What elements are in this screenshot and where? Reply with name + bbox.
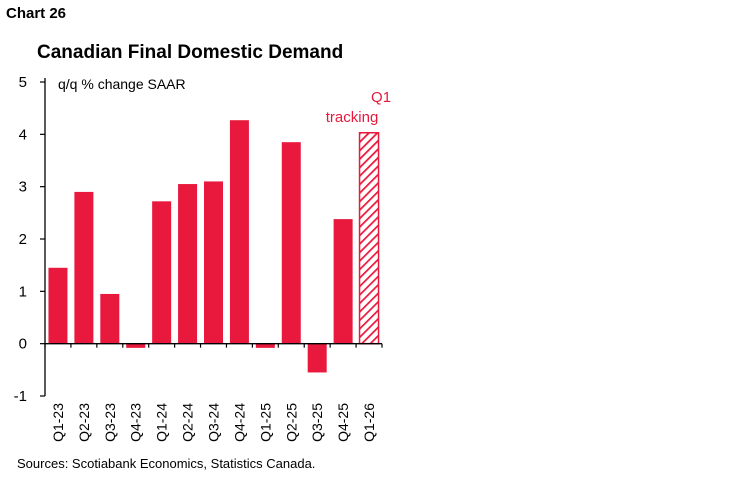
x-tick-label: Q2-24 [180, 403, 196, 442]
chart-title: Canadian Final Domestic Demand [37, 42, 344, 63]
x-tick-label: Q1-23 [50, 403, 66, 442]
x-tick-label: Q4-24 [231, 403, 247, 442]
bar-q4-25 [333, 219, 353, 344]
bar-q1-26 [358, 132, 380, 345]
y-tick-label: -1 [14, 388, 27, 405]
bar-q4-24 [229, 120, 249, 344]
x-tick-label: Q1-26 [361, 403, 377, 442]
x-tick-label: Q2-23 [76, 403, 92, 442]
bar-q1-23 [48, 267, 68, 344]
x-tick-label: Q3-24 [206, 403, 222, 442]
bar-q3-24 [204, 181, 223, 344]
x-tick-label: Q3-23 [102, 403, 118, 442]
y-tick-label: 1 [19, 283, 27, 300]
bar-q3-23 [100, 293, 120, 344]
bar-q4-23 [126, 343, 146, 348]
x-tick-label: Q4-23 [128, 403, 144, 442]
bar-q1-25 [255, 343, 275, 348]
x-tick-label: Q1-25 [257, 403, 273, 442]
y-tick-label: 2 [19, 231, 27, 248]
y-tick-label: 0 [19, 336, 27, 353]
bar-q2-23 [74, 191, 94, 344]
x-tick-label: Q3-25 [309, 403, 325, 442]
chart-number: Chart 26 [6, 5, 67, 22]
y-tick-label: 4 [19, 126, 27, 143]
y-tick-label: 5 [19, 74, 27, 91]
bar-q3-25 [307, 343, 327, 373]
y-tick-label: 3 [19, 179, 27, 196]
y-axis-label: q/q % change SAAR [58, 76, 186, 92]
source-note: Sources: Scotiabank Economics, Statistic… [17, 456, 316, 471]
tracking-annotation: Q1 [371, 89, 391, 106]
x-tick-label: Q1-24 [154, 403, 170, 442]
bar-q1-24 [152, 201, 172, 344]
x-tick-label: Q4-25 [335, 403, 351, 442]
bar-q2-24 [178, 184, 198, 344]
bar-q2-25 [281, 142, 301, 344]
x-tick-label: Q2-25 [283, 403, 299, 442]
tracking-annotation: tracking [326, 109, 379, 126]
